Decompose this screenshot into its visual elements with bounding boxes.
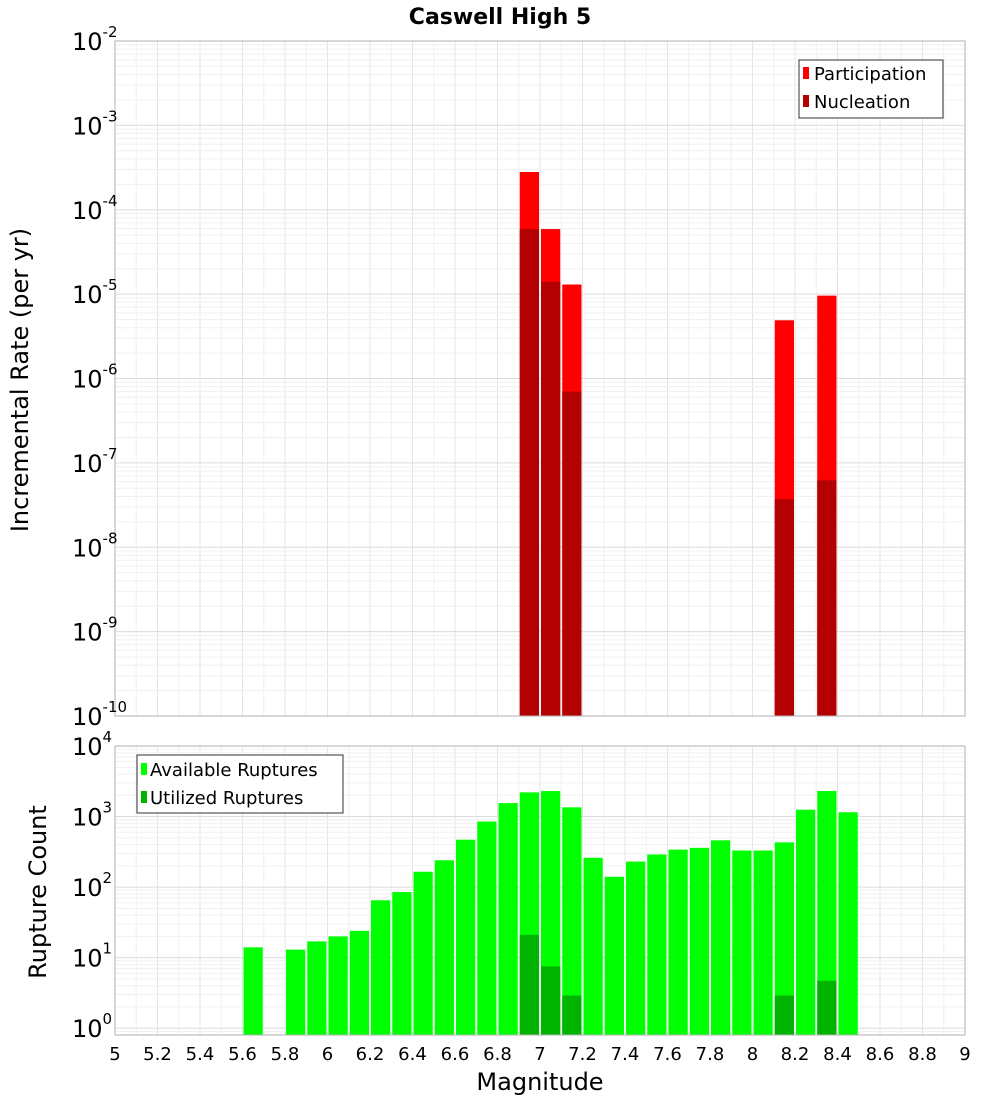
x-tick-label: 8 xyxy=(747,1044,758,1065)
bottom-bar-utilized-ruptures xyxy=(562,995,582,1035)
x-tick-label: 6.2 xyxy=(356,1044,385,1065)
chart-title: Caswell High 5 xyxy=(409,5,591,30)
bottom-bar-available-ruptures xyxy=(774,842,794,1035)
top-bar-nucleation xyxy=(774,499,794,716)
bottom-bar-available-ruptures xyxy=(413,871,433,1035)
bottom-bar-available-ruptures xyxy=(838,812,858,1035)
x-tick-label: 6.4 xyxy=(398,1044,427,1065)
x-tick-label: 8.8 xyxy=(908,1044,937,1065)
x-tick-label: 8.4 xyxy=(823,1044,852,1065)
y-tick-label: 101 xyxy=(72,940,112,973)
bottom-bar-available-ruptures xyxy=(817,791,837,1035)
legend-label-nucleation: Nucleation xyxy=(814,92,910,113)
bottom-bar-available-ruptures xyxy=(392,892,412,1035)
bottom-bar-available-ruptures xyxy=(626,861,646,1035)
y-tick-label: 10-5 xyxy=(72,276,118,309)
y-tick-label: 10-8 xyxy=(72,529,118,562)
bottom-bar-available-ruptures xyxy=(604,876,624,1035)
legend-swatch-nucleation xyxy=(803,95,809,107)
y-tick-label: 102 xyxy=(72,869,112,902)
x-axis-label: Magnitude xyxy=(476,1068,603,1096)
bottom-bar-utilized-ruptures xyxy=(817,980,837,1035)
bottom-bar-utilized-ruptures xyxy=(541,966,561,1035)
top-bar-nucleation xyxy=(519,229,539,717)
bottom-bar-available-ruptures xyxy=(328,936,348,1035)
y-tick-label: 10-7 xyxy=(72,445,118,478)
x-tick-label: 5 xyxy=(109,1044,120,1065)
top-bar-nucleation xyxy=(541,281,561,716)
bottom-y-tick-labels: 100 101 102 103 104 xyxy=(72,728,112,1043)
bottom-bar-available-ruptures xyxy=(456,839,476,1035)
x-tick-label: 7.4 xyxy=(611,1044,640,1065)
x-tick-labels: 5 5.2 5.4 5.6 5.8 6 6.2 6.4 6.6 6.8 7 7.2 7.4 7.6 7.8 8… xyxy=(109,1044,970,1065)
top-bar-nucleation xyxy=(817,480,837,716)
y-tick-label: 10-6 xyxy=(72,361,118,394)
bottom-bar-available-ruptures xyxy=(286,949,306,1035)
bottom-bar-available-ruptures xyxy=(349,930,369,1035)
x-tick-label: 6.8 xyxy=(483,1044,512,1065)
bottom-bar-available-ruptures xyxy=(371,900,391,1035)
x-tick-label: 5.2 xyxy=(143,1044,172,1065)
bottom-bar-available-ruptures xyxy=(562,807,582,1035)
legend-swatch-participation xyxy=(803,67,809,79)
top-bar-nucleation xyxy=(562,391,582,716)
top-y-tick-labels: 10-10 10-9 10-8 10-7 10-6 10-5 10-4 10-3 10-2 xyxy=(72,23,127,731)
bottom-bar-available-ruptures xyxy=(796,809,816,1035)
bottom-bar-available-ruptures xyxy=(434,860,454,1035)
top-plot-bars xyxy=(519,172,837,717)
x-tick-label: 5.4 xyxy=(186,1044,215,1065)
y-tick-label: 103 xyxy=(72,799,112,832)
bottom-bar-available-ruptures xyxy=(668,849,688,1035)
bottom-bar-available-ruptures xyxy=(498,803,518,1035)
x-tick-label: 6 xyxy=(322,1044,333,1065)
y-tick-label: 10-10 xyxy=(72,698,127,731)
bottom-bar-available-ruptures xyxy=(711,840,731,1035)
bottom-bar-available-ruptures xyxy=(689,847,709,1035)
x-tick-label: 7.8 xyxy=(696,1044,725,1065)
top-plot-grid xyxy=(114,41,966,717)
y-tick-label: 104 xyxy=(72,728,112,761)
x-tick-label: 7.6 xyxy=(653,1044,682,1065)
bottom-plot-frame xyxy=(114,745,966,1036)
y-tick-label: 10-4 xyxy=(72,192,118,225)
top-plot-frame xyxy=(114,40,966,717)
x-tick-label: 9 xyxy=(959,1044,970,1065)
y-tick-label: 100 xyxy=(72,1010,112,1043)
bottom-bar-available-ruptures xyxy=(583,857,603,1035)
bottom-legend-box xyxy=(136,754,344,814)
bottom-y-axis-label: Rupture Count xyxy=(24,805,52,979)
top-legend-box xyxy=(798,59,944,119)
legend-label-utilized-ruptures: Utilized Ruptures xyxy=(150,788,303,809)
y-tick-label: 10-3 xyxy=(72,107,118,140)
bottom-bar-available-ruptures xyxy=(753,850,773,1035)
y-tick-label: 10-2 xyxy=(72,23,118,56)
top-legend: Participation Nucleation xyxy=(798,59,944,119)
bottom-bar-available-ruptures xyxy=(647,854,667,1035)
bottom-bar-available-ruptures xyxy=(243,947,263,1035)
bottom-plot-bars xyxy=(243,791,858,1035)
top-y-axis-label: Incremental Rate (per yr) xyxy=(6,228,34,532)
bottom-legend: Available Ruptures Utilized Ruptures xyxy=(136,754,344,814)
bottom-bar-utilized-ruptures xyxy=(519,934,539,1035)
x-tick-label: 5.8 xyxy=(271,1044,300,1065)
legend-swatch-available-ruptures xyxy=(141,763,147,775)
x-tick-label: 7 xyxy=(534,1044,545,1065)
legend-label-participation: Participation xyxy=(814,64,926,85)
x-tick-label: 8.6 xyxy=(866,1044,895,1065)
x-tick-label: 5.6 xyxy=(228,1044,257,1065)
y-tick-label: 10-9 xyxy=(72,614,118,647)
bottom-bar-available-ruptures xyxy=(477,821,497,1035)
bottom-bar-available-ruptures xyxy=(732,850,752,1035)
legend-swatch-utilized-ruptures xyxy=(141,791,147,803)
bottom-bar-utilized-ruptures xyxy=(774,995,794,1035)
x-tick-label: 8.2 xyxy=(781,1044,810,1065)
legend-label-available-ruptures: Available Ruptures xyxy=(150,760,318,781)
x-tick-label: 7.2 xyxy=(568,1044,597,1065)
x-tick-label: 6.6 xyxy=(441,1044,470,1065)
bottom-bar-available-ruptures xyxy=(307,941,327,1035)
